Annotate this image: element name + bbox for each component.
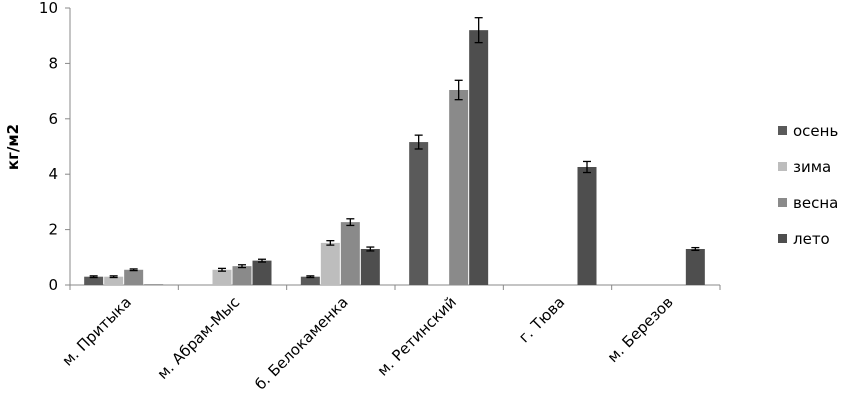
bar	[577, 166, 597, 285]
error-bar	[306, 275, 315, 279]
error-bar	[454, 79, 463, 101]
x-tick-label: м. Абрам-Мыс	[154, 293, 244, 383]
bar	[104, 276, 124, 285]
error-bar	[366, 246, 375, 252]
error-bar	[414, 134, 423, 150]
legend-swatch	[778, 162, 787, 171]
legend-swatch	[778, 234, 787, 243]
error-bar	[218, 267, 226, 272]
error-bar	[129, 268, 138, 272]
legend-swatch	[778, 198, 787, 207]
y-axis-label: кг/м2	[4, 124, 22, 170]
bar	[212, 269, 232, 285]
x-tick-label: м. Притыка	[58, 293, 135, 370]
bar	[144, 284, 164, 285]
x-tick-label: м. Березов	[604, 293, 677, 366]
legend-label: осень	[793, 122, 838, 140]
bar	[685, 248, 705, 285]
error-bar	[89, 275, 98, 279]
bar	[84, 276, 104, 285]
error-bar	[238, 264, 246, 269]
bar	[409, 142, 429, 285]
error-bar	[474, 17, 483, 44]
bar	[320, 242, 340, 285]
bar	[449, 89, 469, 285]
bar	[124, 269, 144, 285]
y-tick-label: 4	[48, 165, 58, 183]
error-bar	[326, 240, 335, 246]
error-bar	[346, 218, 355, 227]
error-bar	[691, 246, 700, 252]
bar	[300, 276, 320, 285]
x-tick-label: б. Белокаменка	[251, 293, 351, 393]
y-tick-label: 10	[39, 0, 58, 17]
error-bar	[583, 160, 591, 174]
y-tick-label: 6	[48, 110, 58, 128]
legend-label: лето	[793, 230, 830, 248]
legend-swatch	[778, 126, 787, 135]
x-tick-label: м. Ретинский	[374, 293, 460, 379]
bar	[252, 260, 272, 285]
bar	[232, 266, 252, 285]
bar	[360, 248, 380, 285]
legend-label: зима	[793, 158, 831, 176]
error-bar	[109, 275, 118, 279]
y-tick-label: 2	[48, 221, 58, 239]
bar	[469, 30, 489, 285]
x-tick-label: г. Тюва	[515, 293, 568, 346]
bar	[340, 222, 360, 285]
y-tick-label: 0	[48, 276, 58, 294]
error-bar	[258, 258, 266, 263]
legend-label: весна	[793, 194, 838, 212]
y-tick-label: 8	[48, 54, 58, 72]
